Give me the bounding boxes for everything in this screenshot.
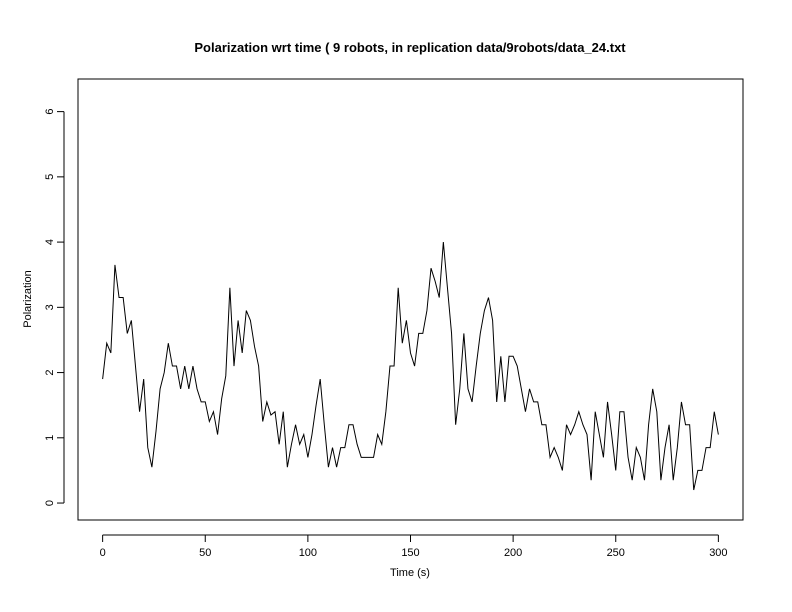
chart-title: Polarization wrt time ( 9 robots, in rep… bbox=[194, 40, 626, 55]
x-tick-label: 150 bbox=[401, 547, 419, 559]
y-tick-label: 3 bbox=[44, 304, 56, 310]
y-tick-label: 6 bbox=[44, 109, 56, 115]
x-tick-label: 100 bbox=[299, 547, 317, 559]
x-tick-label: 200 bbox=[504, 547, 522, 559]
y-tick-label: 2 bbox=[44, 370, 56, 376]
y-tick-label: 0 bbox=[44, 500, 56, 506]
x-tick-label: 0 bbox=[100, 547, 106, 559]
y-tick-label: 4 bbox=[44, 239, 56, 245]
x-tick-label: 50 bbox=[199, 547, 211, 559]
y-axis-label: Polarization bbox=[22, 270, 34, 327]
x-tick-label: 300 bbox=[709, 547, 727, 559]
y-tick-label: 1 bbox=[44, 435, 56, 441]
x-tick-label: 250 bbox=[607, 547, 625, 559]
y-tick-label: 5 bbox=[44, 174, 56, 180]
data-line bbox=[102, 242, 719, 491]
plot-box bbox=[77, 78, 744, 521]
x-axis-label: Time (s) bbox=[390, 567, 430, 579]
